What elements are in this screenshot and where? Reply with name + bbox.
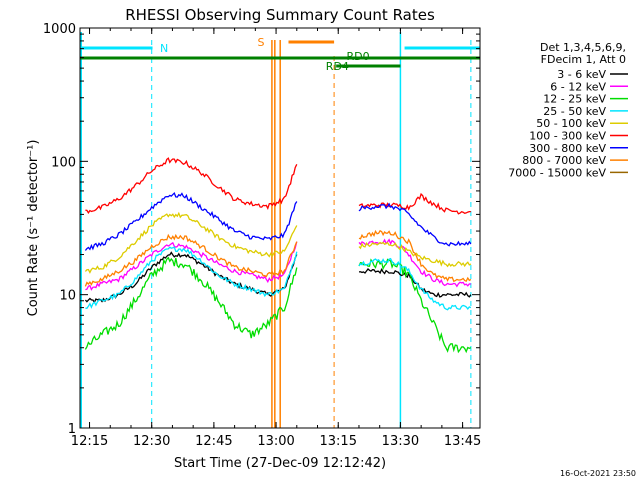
series-line-6-seg-1 <box>358 202 472 247</box>
legend-item-label: 7000 - 15000 keV <box>508 166 606 179</box>
legend-header-line-2: FDecim 1, Att 0 <box>541 53 626 66</box>
series-line-2-seg-1 <box>358 258 472 354</box>
x-tick-label: 12:15 <box>71 434 108 449</box>
legend-item-label: 12 - 25 keV <box>543 93 606 106</box>
series-line-7-seg-0 <box>84 233 298 287</box>
series-line-1-seg-0 <box>85 241 298 291</box>
series-line-0-seg-1 <box>358 267 472 298</box>
series-lines <box>84 157 472 354</box>
x-axis-label: Start Time (27-Dec-09 12:12:42) <box>174 456 386 471</box>
series-line-2-seg-0 <box>84 256 298 350</box>
plot-frame <box>79 27 481 429</box>
annotation-label-n: N <box>160 42 168 55</box>
x-tick-label: 13:45 <box>444 434 481 449</box>
series-line-0-seg-0 <box>84 251 298 304</box>
legend-item-label: 100 - 300 keV <box>529 130 606 143</box>
legend-item-label: 300 - 800 keV <box>529 142 606 155</box>
legend-item-label: 800 - 7000 keV <box>522 154 606 167</box>
legend-item-label: 50 - 100 keV <box>536 117 606 130</box>
series-line-1-seg-1 <box>358 238 471 288</box>
annotation-label-rd4: RD4 <box>326 60 349 73</box>
y-tick-label: 1000 <box>43 22 76 37</box>
axes: 12:15 12:30 12:45 13:00 13:15 13:30 13:45 1 10 10… <box>43 22 481 449</box>
legend-header-line-1: Det 1,3,4,5,6,9, <box>540 41 626 54</box>
x-tick-label: 12:30 <box>133 434 170 449</box>
series-line-7-seg-1 <box>358 229 472 283</box>
series-line-5-seg-0 <box>85 157 298 214</box>
annotation-label-rd0: RD0 <box>347 50 370 63</box>
series-line-3-seg-0 <box>85 246 298 309</box>
y-tick-label: 10 <box>59 289 76 304</box>
x-tick-label: 13:15 <box>320 434 357 449</box>
legend-item-label: 6 - 12 keV <box>550 80 606 93</box>
series-line-3-seg-1 <box>358 257 472 311</box>
series-line-4-seg-0 <box>84 211 298 274</box>
y-axis-label: Count Rate (s⁻¹ detector⁻¹) <box>26 140 41 317</box>
series-line-4-seg-1 <box>358 241 472 268</box>
series-line-6-seg-0 <box>84 191 298 251</box>
chart-title: RHESSI Observing Summary Count Rates <box>125 6 435 24</box>
legend-item-label: 3 - 6 keV <box>557 68 606 81</box>
annotation-label-s: S <box>257 36 264 49</box>
legend-item-label: 25 - 50 keV <box>543 105 606 118</box>
x-tick-label: 12:45 <box>195 434 232 449</box>
x-tick-label: 13:00 <box>257 434 294 449</box>
x-tick-label: 13:30 <box>382 434 419 449</box>
footer-timestamp: 16-Oct-2021 23:50 <box>560 469 636 478</box>
y-tick-label: 100 <box>51 155 76 170</box>
series-line-5-seg-1 <box>358 192 471 215</box>
y-tick-label: 1 <box>68 422 76 437</box>
